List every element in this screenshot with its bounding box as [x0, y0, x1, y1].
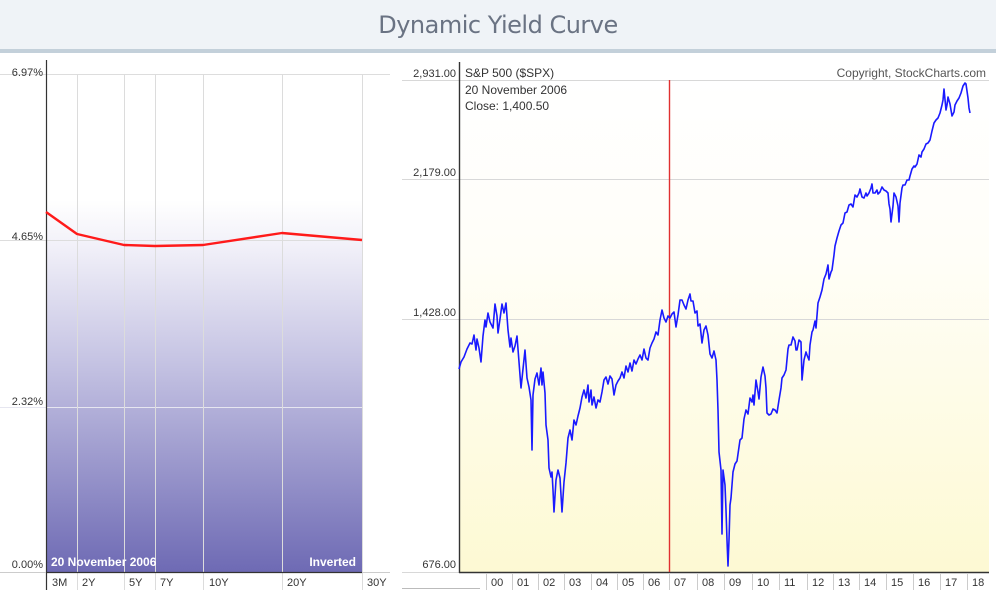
yield-x-tick-label: 10Y	[209, 577, 229, 589]
spx-x-tick-label: 14	[864, 577, 876, 589]
yield-y-tick-label: 2.32%	[12, 396, 43, 408]
page-title: Dynamic Yield Curve	[378, 10, 618, 39]
spx-x-tick-label: 01	[517, 577, 529, 589]
spx-x-tick-label: 12	[812, 577, 824, 589]
spx-title: S&P 500 ($SPX)	[465, 66, 554, 80]
spx-fill-area	[459, 80, 989, 572]
spx-x-tick-label: 16	[918, 577, 930, 589]
yield-h-gridlines	[0, 74, 390, 408]
spx-x-tick-label: 00	[491, 577, 503, 589]
spx-x-tick-label: 18	[972, 577, 984, 589]
spx-close-label: Close: 1,400.50	[465, 99, 549, 113]
spx-x-tick-label: 03	[569, 577, 581, 589]
yield-status-label: Inverted	[309, 555, 356, 569]
spx-y-tick-label: 676.00	[422, 559, 456, 571]
spx-x-tick-label: 05	[622, 577, 634, 589]
yield-curve-line	[45, 211, 363, 248]
spx-x-tick-label: 10	[757, 577, 769, 589]
page-header: Dynamic Yield Curve	[0, 0, 996, 53]
yield-x-tick-label: 2Y	[82, 577, 96, 589]
spx-chart: 2,931.00 2,179.00 1,428.00 676.00 S&P 50…	[402, 62, 989, 590]
yield-x-tick-label: 5Y	[129, 577, 143, 589]
spx-x-tick-labels: 00 01 02 03 04 05 06 07 08 09 10 11 12 1…	[491, 577, 984, 589]
yield-date-label: 20 November 2006	[51, 555, 157, 569]
spx-y-tick-label: 1,428.00	[413, 307, 456, 319]
spx-x-tick-label: 04	[596, 577, 608, 589]
yield-y-tick-label: 0.00%	[12, 559, 43, 571]
yield-x-tick-label: 20Y	[287, 577, 307, 589]
spx-x-tick-label: 06	[648, 577, 660, 589]
charts-canvas: 6.97% 4.65% 2.32% 0.00% 3M 2Y 5Y 7Y 10Y …	[0, 60, 989, 590]
yield-x-tick-label: 30Y	[367, 577, 387, 589]
spx-date-label: 20 November 2006	[465, 83, 567, 97]
spx-copyright: Copyright, StockCharts.com	[837, 66, 986, 80]
yield-x-tick-label: 7Y	[160, 577, 174, 589]
yield-y-tick-label: 6.97%	[12, 67, 43, 79]
spx-y-tick-label: 2,931.00	[413, 68, 456, 80]
yield-v-gridlines	[77, 74, 363, 590]
yield-x-tick-label: 3M	[52, 577, 67, 589]
spx-x-tick-label: 07	[674, 577, 686, 589]
spx-y-tick-label: 2,179.00	[413, 167, 456, 179]
spx-x-tick-label: 02	[543, 577, 555, 589]
spx-x-tick-label: 11	[784, 577, 795, 589]
yield-curve-chart: 6.97% 4.65% 2.32% 0.00% 3M 2Y 5Y 7Y 10Y …	[0, 60, 390, 590]
spx-x-tick-label: 15	[891, 577, 903, 589]
spx-x-tick-label: 09	[729, 577, 741, 589]
spx-price-line	[458, 82, 971, 567]
spx-year-separators	[486, 574, 968, 590]
spx-x-tick-label: 08	[702, 577, 714, 589]
spx-x-tick-label: 17	[945, 577, 957, 589]
yield-y-tick-label: 4.65%	[12, 231, 43, 243]
spx-x-tick-label: 13	[838, 577, 850, 589]
